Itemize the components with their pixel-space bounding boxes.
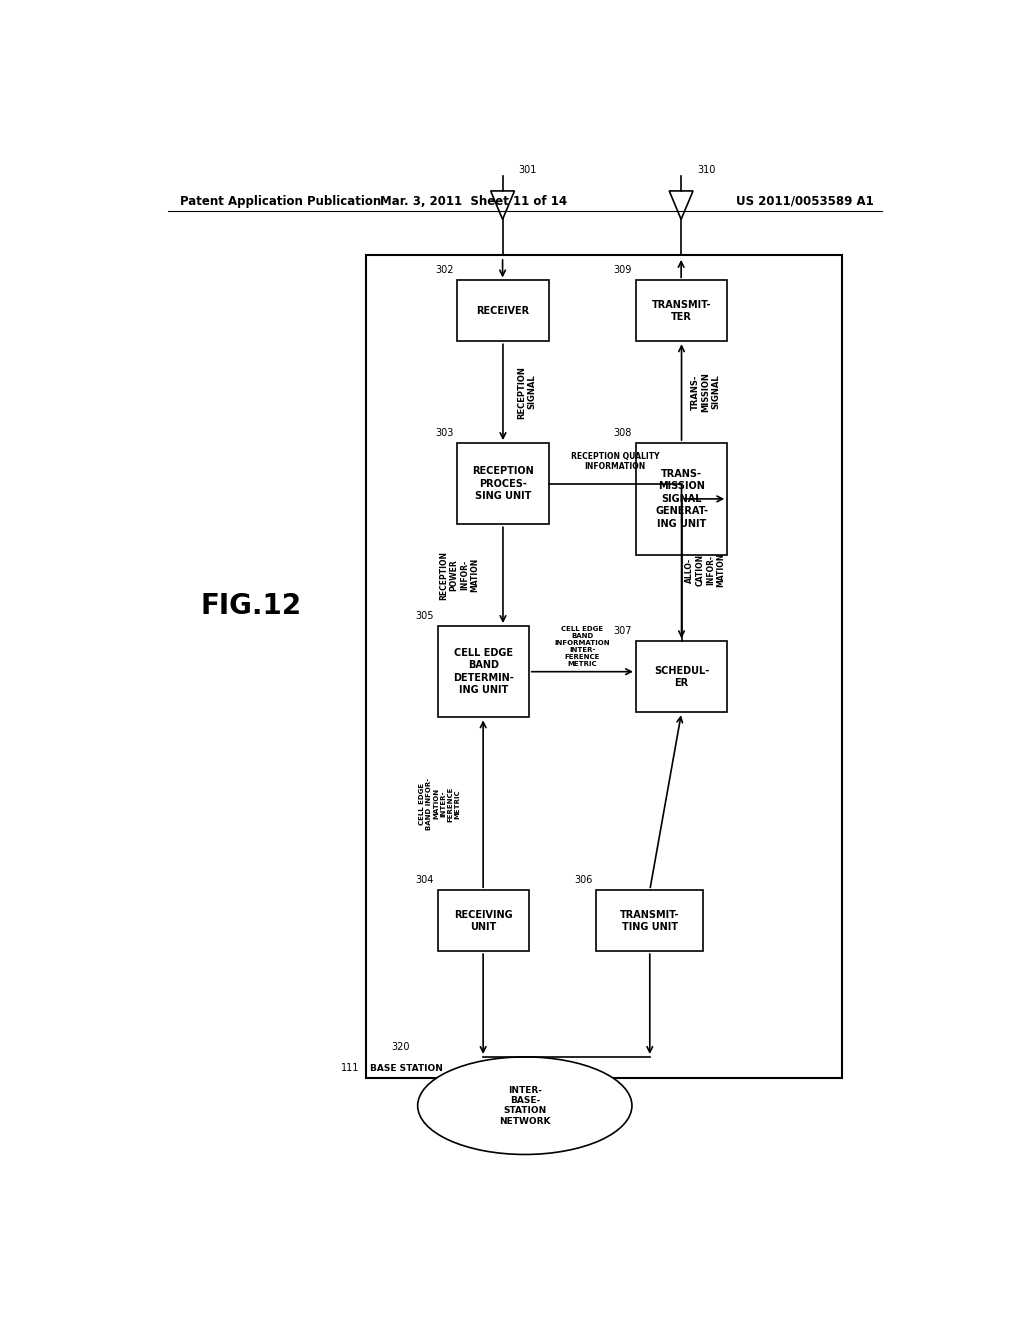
Bar: [636, 642, 727, 713]
Text: 305: 305: [415, 611, 433, 620]
Text: 306: 306: [573, 875, 592, 886]
Bar: [437, 890, 528, 952]
Text: 111: 111: [341, 1063, 359, 1073]
Text: RECEIVING
UNIT: RECEIVING UNIT: [454, 909, 512, 932]
Text: 303: 303: [435, 428, 454, 438]
Text: RECEPTION
PROCES-
SING UNIT: RECEPTION PROCES- SING UNIT: [472, 466, 534, 502]
Text: CELL EDGE
BAND
DETERMIN-
ING UNIT: CELL EDGE BAND DETERMIN- ING UNIT: [453, 648, 513, 696]
Text: 309: 309: [613, 265, 632, 276]
Bar: [437, 626, 528, 718]
Bar: [596, 890, 703, 952]
Text: US 2011/0053589 A1: US 2011/0053589 A1: [736, 194, 873, 207]
Text: 320: 320: [391, 1041, 410, 1052]
Text: ALLO-
CATION
INFOR-
MATION: ALLO- CATION INFOR- MATION: [685, 553, 725, 587]
Text: SCHEDUL-
ER: SCHEDUL- ER: [654, 665, 710, 688]
Text: CELL EDGE
BAND INFOR-
MATION
INTER-
FERENCE
METRIC: CELL EDGE BAND INFOR- MATION INTER- FERE…: [419, 777, 460, 830]
Text: 304: 304: [415, 875, 433, 886]
Text: TRANSMIT-
TER: TRANSMIT- TER: [652, 300, 712, 322]
Text: CELL EDGE
BAND
INFORMATION
INTER-
FERENCE
METRIC: CELL EDGE BAND INFORMATION INTER- FERENC…: [555, 626, 610, 667]
Bar: [636, 280, 727, 342]
Bar: [636, 444, 727, 554]
Text: RECEPTION QUALITY
INFORMATION: RECEPTION QUALITY INFORMATION: [570, 451, 659, 471]
Text: Mar. 3, 2011  Sheet 11 of 14: Mar. 3, 2011 Sheet 11 of 14: [380, 194, 566, 207]
Text: RECEPTION
SIGNAL: RECEPTION SIGNAL: [517, 366, 537, 418]
Text: TRANS-
MISSION
SIGNAL
GENERAT-
ING UNIT: TRANS- MISSION SIGNAL GENERAT- ING UNIT: [655, 469, 708, 529]
Bar: [367, 255, 842, 1078]
Bar: [458, 280, 549, 342]
Text: 301: 301: [518, 165, 537, 174]
Text: 302: 302: [435, 265, 454, 276]
Text: Patent Application Publication: Patent Application Publication: [179, 194, 381, 207]
Text: TRANS-
MISSION
SIGNAL: TRANS- MISSION SIGNAL: [690, 372, 720, 412]
Text: 310: 310: [697, 165, 716, 174]
Text: 308: 308: [613, 428, 632, 438]
Text: RECEPTION
POWER
INFOR-
MATION: RECEPTION POWER INFOR- MATION: [439, 550, 479, 599]
Text: 307: 307: [613, 626, 632, 636]
Bar: [458, 444, 549, 524]
Text: TRANSMIT-
TING UNIT: TRANSMIT- TING UNIT: [621, 909, 680, 932]
Text: FIG.12: FIG.12: [201, 591, 302, 619]
Ellipse shape: [418, 1057, 632, 1155]
Text: INTER-
BASE-
STATION
NETWORK: INTER- BASE- STATION NETWORK: [499, 1085, 551, 1126]
Text: RECEIVER: RECEIVER: [476, 306, 529, 315]
Text: BASE STATION: BASE STATION: [370, 1064, 443, 1073]
